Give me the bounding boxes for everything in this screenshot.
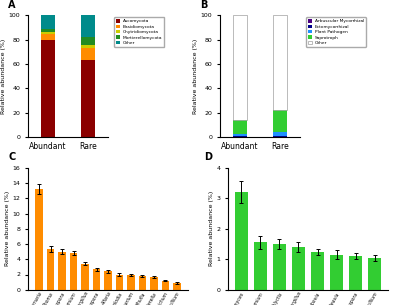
Bar (81, 60, 95, 137)
Bar (81, 264, 89, 290)
Bar (254, 242, 267, 290)
Bar (292, 247, 305, 290)
Bar (330, 255, 343, 290)
Bar (368, 258, 381, 290)
Bar (41, 29, 55, 32)
Bar (139, 276, 146, 290)
Bar (58, 252, 66, 290)
Bar (150, 277, 158, 290)
Bar (233, 15, 247, 120)
Bar (81, 15, 95, 37)
Bar (233, 136, 247, 137)
Bar (70, 253, 77, 290)
Bar (273, 132, 287, 136)
Bar (127, 275, 135, 290)
Bar (273, 244, 286, 290)
Text: D: D (204, 152, 212, 163)
Text: C: C (9, 152, 16, 163)
Bar (273, 15, 287, 110)
Bar (81, 37, 95, 45)
Bar (47, 249, 54, 290)
Bar (41, 40, 55, 137)
Bar (273, 110, 287, 132)
Bar (41, 34, 55, 40)
Bar (104, 271, 112, 290)
Y-axis label: Relative abundance (%): Relative abundance (%) (193, 39, 198, 114)
Bar (81, 45, 95, 48)
Bar (233, 135, 247, 136)
Y-axis label: Relative abundance (%): Relative abundance (%) (208, 191, 214, 266)
Bar (93, 269, 100, 290)
Bar (41, 15, 55, 29)
Bar (349, 256, 362, 290)
Bar (81, 48, 95, 60)
Bar (35, 189, 43, 290)
Bar (235, 192, 248, 290)
Bar (162, 281, 169, 290)
Bar (273, 136, 287, 137)
Bar (233, 120, 247, 135)
Legend: Arbuscular Mycorrhizal, Ectomycorrhizal, Plant Pathogen, Saprotroph, Other: Arbuscular Mycorrhizal, Ectomycorrhizal,… (306, 17, 366, 47)
Text: A: A (8, 0, 16, 10)
Bar (173, 283, 181, 290)
Bar (311, 252, 324, 290)
Y-axis label: Relative abundance (%): Relative abundance (%) (1, 39, 6, 114)
Legend: Ascomycota, Basidiomycota, Chytridiomycota, Mortierellomycota, Other: Ascomycota, Basidiomycota, Chytridiomyco… (114, 17, 164, 47)
Bar (116, 274, 123, 290)
Bar (41, 32, 55, 34)
Text: B: B (200, 0, 207, 10)
Y-axis label: Relative abundance (%): Relative abundance (%) (5, 191, 10, 266)
